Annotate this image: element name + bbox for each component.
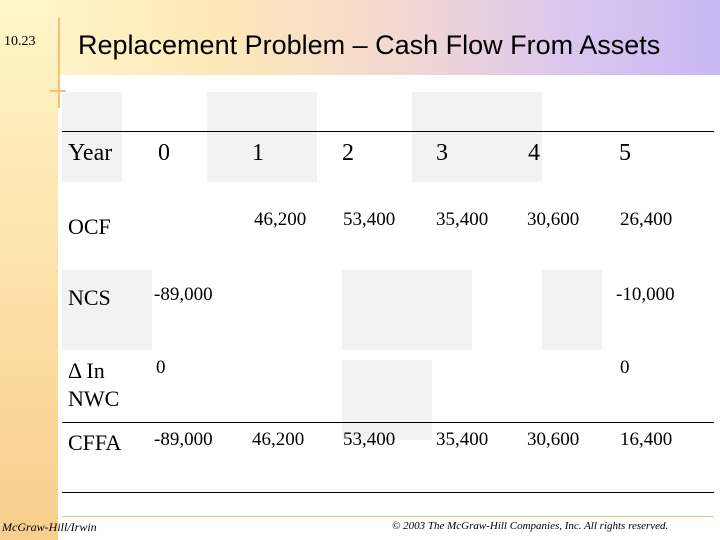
ocf-year-2: 53,400: [343, 209, 396, 230]
cash-flow-table: Year 0 1 2 3 4 5 OCF 46,200 53,400 35,40…: [62, 92, 714, 493]
decorative-line: [50, 90, 66, 92]
table-shade: [62, 92, 122, 182]
row-label-cffa: CFFA: [68, 430, 122, 455]
table-shade: [342, 270, 472, 350]
title-band: [0, 0, 720, 75]
table-shade: [412, 92, 542, 182]
publisher-label: McGraw-Hill/Irwin: [2, 520, 97, 534]
header-year-label: Year: [68, 140, 113, 166]
ocf-year-3: 35,400: [436, 209, 489, 230]
row-label-ncs: NCS: [68, 285, 111, 310]
header-year-5: 5: [619, 140, 631, 166]
copyright-notice: © 2003 The McGraw-Hill Companies, Inc. A…: [392, 520, 669, 532]
table-shade: [207, 92, 317, 182]
cffa-year-2: 53,400: [343, 429, 396, 450]
decorative-line: [58, 18, 60, 108]
ncs-year-5: -10,000: [616, 284, 675, 305]
cffa-year-1: 46,200: [252, 429, 305, 450]
header-year-2: 2: [342, 140, 354, 166]
ncs-year-0: -89,000: [154, 284, 213, 305]
table-rule: [62, 492, 714, 493]
row-label-ocf: OCF: [68, 214, 111, 239]
slide-title: Replacement Problem – Cash Flow From Ass…: [78, 30, 661, 60]
cffa-year-3: 35,400: [436, 429, 489, 450]
ocf-year-1: 46,200: [254, 209, 307, 230]
header-year-0: 0: [158, 140, 170, 166]
table-shade: [62, 270, 152, 350]
slide-number: 10.23: [4, 34, 36, 49]
nwc-year-5: 0: [620, 357, 630, 378]
header-year-4: 4: [528, 140, 540, 166]
table-rule: [62, 131, 714, 132]
cffa-year-0: -89,000: [154, 429, 213, 450]
nwc-year-0: 0: [156, 357, 166, 378]
footer-rule: [62, 516, 714, 517]
cffa-year-5: 16,400: [620, 429, 673, 450]
table-rule: [62, 422, 714, 423]
ocf-year-5: 26,400: [620, 209, 673, 230]
table-shade: [342, 360, 432, 440]
table-shade: [542, 270, 602, 350]
cffa-year-4: 30,600: [527, 429, 580, 450]
header-year-1: 1: [252, 140, 264, 166]
row-label-delta-nwc: Δ In NWC: [68, 358, 120, 411]
header-year-3: 3: [436, 140, 448, 166]
ocf-year-4: 30,600: [527, 209, 580, 230]
side-band: [0, 0, 58, 540]
